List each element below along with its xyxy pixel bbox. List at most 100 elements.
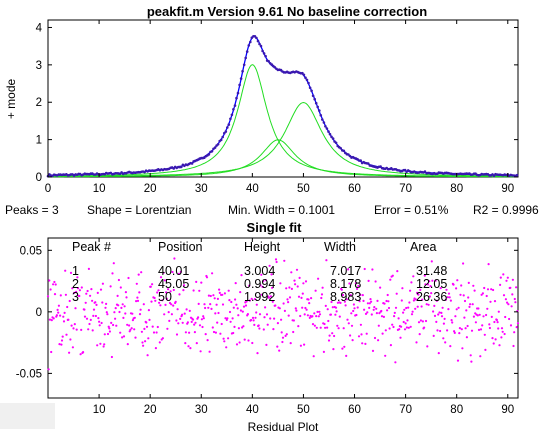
- residual-point: [444, 298, 447, 301]
- data-point: [226, 126, 229, 129]
- residual-point: [301, 306, 304, 309]
- residual-point: [117, 304, 120, 307]
- residual-point: [59, 314, 62, 317]
- residual-point: [186, 321, 189, 324]
- residual-point: [408, 301, 411, 304]
- residual-point: [264, 279, 267, 282]
- residual-point: [455, 287, 458, 290]
- residual-point: [213, 297, 216, 300]
- residual-point: [487, 263, 490, 266]
- residual-point: [406, 319, 409, 322]
- residual-point: [341, 347, 344, 350]
- residual-point: [150, 300, 153, 303]
- data-point: [239, 77, 243, 80]
- residual-point: [371, 349, 375, 352]
- residual-point: [158, 341, 161, 344]
- residual-point: [350, 312, 353, 315]
- residual-point: [479, 328, 483, 331]
- residual-point: [504, 315, 507, 319]
- window-corner-patch: [0, 403, 55, 429]
- residual-point: [356, 287, 359, 290]
- residual-point: [164, 303, 167, 306]
- residual-point: [375, 307, 378, 310]
- table-cell-area: 31.48: [416, 264, 447, 278]
- residual-point: [85, 292, 88, 295]
- residual-point: [48, 318, 52, 321]
- residual-point: [477, 307, 480, 310]
- residual-point: [58, 343, 61, 346]
- residual-point: [149, 285, 152, 288]
- data-point: [330, 135, 333, 139]
- residual-point: [209, 303, 212, 306]
- y-tick-label: 1: [36, 135, 42, 147]
- residual-point: [63, 311, 66, 314]
- residual-point: [466, 324, 469, 328]
- residual-point: [491, 337, 494, 340]
- residual-point: [483, 333, 486, 336]
- residual-point: [459, 293, 462, 296]
- residual-point: [341, 293, 345, 297]
- residual-point: [433, 314, 437, 317]
- residual-point: [200, 281, 203, 284]
- residual-point: [373, 306, 376, 309]
- data-point: [328, 132, 332, 136]
- residual-point: [428, 280, 431, 283]
- residual-point: [233, 325, 236, 328]
- residual-point: [207, 306, 210, 309]
- top-y-axis-label: + mode: [4, 78, 18, 119]
- residual-point: [220, 322, 223, 326]
- residual-point: [301, 292, 304, 295]
- y-tick-label: 2: [36, 97, 42, 109]
- residual-point: [366, 311, 369, 314]
- residual-point: [136, 296, 139, 299]
- data-point: [216, 143, 220, 146]
- residual-point: [218, 288, 221, 291]
- residual-point: [148, 318, 151, 321]
- residual-point: [151, 283, 154, 286]
- residual-point: [403, 328, 407, 331]
- residual-point: [142, 344, 145, 347]
- residual-point: [182, 284, 186, 287]
- residual-point: [306, 314, 309, 317]
- residual-point: [167, 288, 170, 291]
- residual-point: [376, 299, 379, 302]
- residual-point: [300, 296, 303, 299]
- residual-point: [89, 294, 92, 297]
- residual-point: [435, 299, 438, 302]
- residual-point: [477, 328, 481, 331]
- residual-point: [91, 299, 94, 302]
- residual-point: [308, 316, 311, 319]
- residual-point: [106, 313, 109, 316]
- residual-point: [212, 294, 215, 297]
- residual-point: [333, 334, 336, 338]
- residual-point: [507, 303, 510, 306]
- bottom-plot-frame: [47, 237, 519, 399]
- residual-point: [85, 317, 89, 320]
- residual-point: [393, 311, 396, 314]
- residual-point: [328, 334, 331, 337]
- residual-point: [372, 308, 375, 311]
- residual-point: [176, 308, 179, 311]
- residual-point: [121, 336, 124, 339]
- residual-point: [262, 328, 265, 331]
- residual-point: [96, 291, 99, 294]
- residual-point: [467, 296, 470, 299]
- residual-point: [227, 337, 230, 340]
- residual-point: [496, 321, 499, 324]
- residual-point: [429, 285, 432, 288]
- residual-point: [70, 324, 73, 327]
- data-point: [242, 63, 246, 67]
- residual-point: [273, 317, 276, 320]
- residual-point: [71, 346, 74, 349]
- residual-point: [232, 331, 235, 335]
- data-point: [180, 165, 183, 169]
- residual-point: [184, 331, 187, 334]
- residual-point: [174, 300, 177, 303]
- table-header-position: Position: [158, 240, 203, 254]
- data-point: [302, 73, 306, 77]
- residual-point: [297, 325, 300, 328]
- residual-point: [87, 267, 90, 270]
- residual-point: [248, 284, 251, 287]
- residual-point: [402, 311, 405, 314]
- residual-point: [260, 273, 263, 276]
